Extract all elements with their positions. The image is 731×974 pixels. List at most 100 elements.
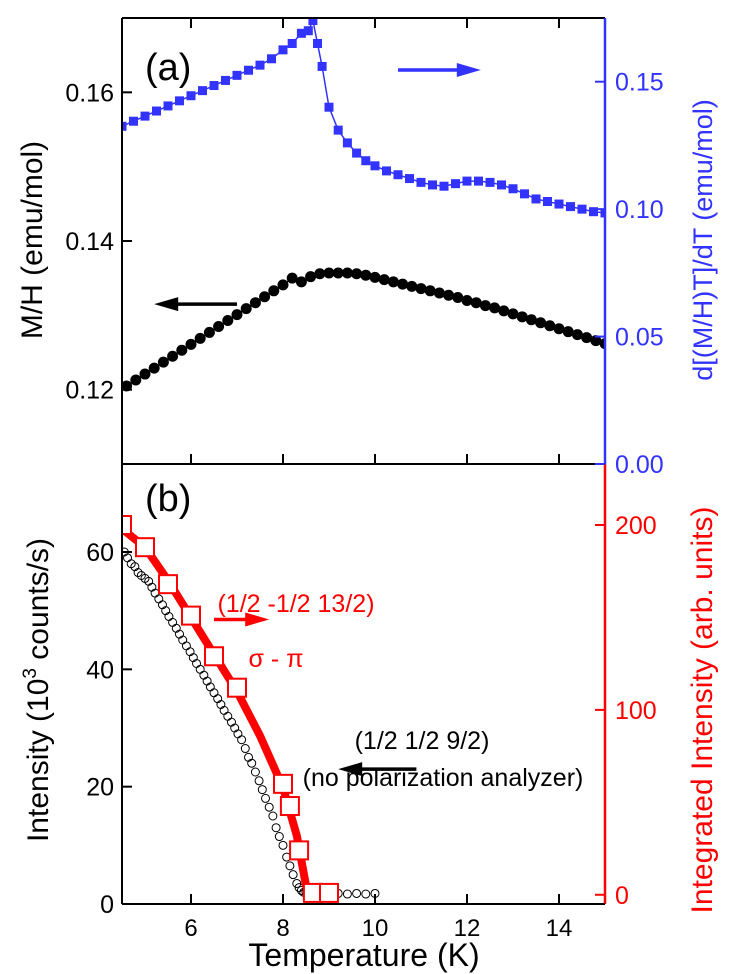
- series-a0-point: [544, 320, 556, 332]
- series-a1-point: [543, 196, 552, 206]
- series-a1-point: [485, 177, 495, 187]
- series-a1-point: [209, 81, 219, 91]
- intensity-point: [264, 802, 274, 812]
- panel-b-plot-area: [122, 515, 380, 903]
- intensity-point: [261, 793, 271, 803]
- series-a0-point: [479, 300, 491, 312]
- series-a1-point: [296, 28, 306, 38]
- series-a0-point: [351, 268, 363, 280]
- intensity-point: [288, 870, 298, 880]
- series-a1-point: [382, 166, 391, 176]
- series-a0-point: [516, 311, 528, 323]
- intensity-point: [247, 758, 257, 768]
- y-b-left-tick-label: 0: [100, 891, 114, 919]
- black-reflection-label: (1/2 1/2 9/2): [355, 727, 490, 755]
- series-a1-point: [393, 170, 403, 180]
- series-a0-point: [286, 272, 298, 284]
- red-reflection-label: (1/2 -1/2 13/2): [217, 590, 374, 618]
- series-a1-point: [428, 180, 437, 190]
- annotation-arrows: [154, 62, 481, 777]
- sigma-pi-label: σ - π: [249, 645, 304, 673]
- intensity-point: [271, 823, 281, 833]
- series-a0-point: [194, 332, 206, 344]
- panel-b-label: (b): [145, 478, 191, 520]
- series-a1-point: [175, 96, 184, 106]
- y-a-right-tick-label: 0.10: [615, 196, 664, 224]
- integrated-intensity-point: [319, 882, 339, 903]
- x-axis-label: Temperature (K): [248, 937, 479, 973]
- series-a1-point: [352, 148, 362, 158]
- series-a0-point: [341, 267, 353, 279]
- intensity-point: [352, 888, 362, 898]
- series-a0-point: [470, 297, 482, 309]
- integrated-intensity-point: [279, 796, 300, 817]
- intensity-point: [240, 744, 250, 754]
- integrated-intensity-point: [158, 574, 178, 595]
- series-a1-point: [255, 60, 265, 70]
- series-a1-point: [122, 121, 127, 131]
- series-a1-point: [600, 208, 605, 218]
- intensity-point: [342, 889, 352, 899]
- series-a0-point: [249, 297, 261, 309]
- series-a1-point: [163, 101, 173, 111]
- panel-b-left-ylabel: Intensity (103 counts/s): [20, 538, 55, 842]
- series-a0-point: [148, 362, 160, 374]
- intensity-point: [254, 776, 264, 786]
- series-a0-point: [424, 285, 436, 297]
- panel-a-right-ylabel: d[(M/H)T]/dT (emu/mol): [688, 99, 718, 381]
- series-a0-point: [599, 338, 605, 350]
- series-a1-point: [405, 174, 414, 184]
- series-a0-point: [452, 291, 464, 303]
- series-a0-point: [369, 271, 381, 283]
- series-a1-point: [140, 111, 150, 121]
- series-a1-point: [333, 125, 343, 135]
- series-a1-point: [577, 204, 587, 214]
- series-a1-point: [129, 116, 138, 126]
- intensity-point: [168, 617, 178, 627]
- series-a0-point: [498, 305, 510, 317]
- intensity-point: [181, 641, 191, 651]
- series-a0-point: [130, 374, 142, 386]
- series-a0-point: [387, 276, 399, 288]
- intensity-point: [257, 785, 267, 795]
- panel-a-left-ylabel: M/H (emu/mol): [16, 141, 49, 339]
- series-a1-point: [370, 161, 380, 171]
- series-a0-point: [157, 356, 169, 368]
- series-a1-point: [342, 138, 352, 148]
- series-a1-point: [313, 38, 322, 48]
- intensity-point: [268, 811, 278, 821]
- x-tick-label: 10: [362, 915, 389, 942]
- series-a1-point: [267, 54, 276, 64]
- series-a1-point: [361, 156, 371, 166]
- series-a0-point: [378, 274, 390, 286]
- intensity-point: [237, 735, 247, 745]
- series-a0-point: [415, 283, 427, 295]
- series-a1-point: [451, 179, 460, 189]
- series-a1-point: [287, 38, 297, 48]
- y-a-right-tick-label: 0.05: [615, 324, 664, 352]
- series-a0-point: [203, 326, 215, 338]
- series-a1-point: [497, 180, 506, 190]
- y-b-right-tick-label: 200: [615, 512, 657, 540]
- integrated-intensity-point: [289, 840, 310, 861]
- series-a1-point: [186, 91, 196, 101]
- intensity-point: [250, 767, 260, 777]
- series-a1-point: [589, 207, 598, 217]
- series-a0-point: [507, 308, 519, 320]
- integrated-intensity-point: [204, 646, 224, 667]
- y-a-left-tick-label: 0.12: [65, 377, 114, 405]
- series-a0-point: [397, 278, 409, 290]
- series-a0-point: [167, 350, 179, 362]
- intensity-point: [274, 832, 284, 842]
- series-a0-point: [213, 320, 225, 332]
- series-a0-point: [360, 269, 372, 281]
- series-a0-point: [535, 317, 547, 329]
- panel-b-right-ylabel: Integrated Intensity (arb. units): [686, 507, 719, 914]
- series-a0-point: [525, 314, 537, 326]
- series-a0-point: [553, 323, 565, 335]
- ylabel-b-part1: Intensity (10: [22, 679, 55, 842]
- panel-a-label: (a): [145, 47, 191, 89]
- axis-ticks: 6 8 10 12 14 0.12 0.14 0.16 0.00 0.05 0.10 0.15 0 20 4…: [65, 18, 664, 942]
- intensity-point: [209, 688, 219, 698]
